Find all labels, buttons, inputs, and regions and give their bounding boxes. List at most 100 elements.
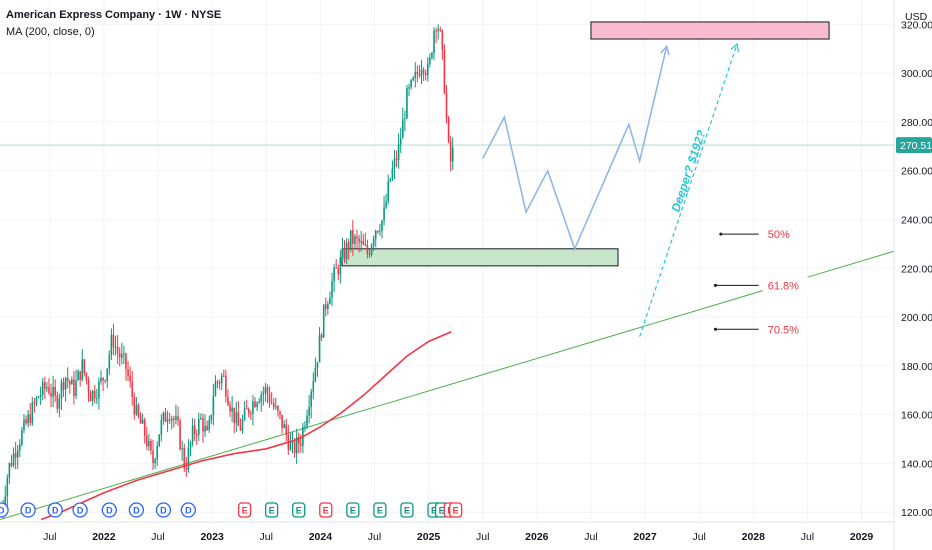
candle-body bbox=[66, 377, 69, 382]
candle-body bbox=[189, 442, 192, 448]
earnings-marker bbox=[237, 502, 252, 518]
candle-body bbox=[54, 387, 56, 396]
candle-body bbox=[79, 371, 81, 380]
fib-label: 61.8% bbox=[768, 280, 799, 292]
price-tick-label: 280.00 bbox=[901, 117, 932, 129]
event-marker-label: D bbox=[77, 506, 84, 516]
event-marker-label: E bbox=[242, 506, 248, 516]
candle-body bbox=[300, 443, 302, 446]
candle-body bbox=[91, 390, 94, 402]
fib-anchor bbox=[713, 327, 717, 331]
candle-body bbox=[339, 257, 342, 275]
candle-body bbox=[33, 402, 36, 404]
candle-body bbox=[331, 281, 333, 298]
candle-body bbox=[429, 57, 431, 64]
earnings-marker bbox=[292, 502, 306, 518]
supply-zone bbox=[590, 21, 830, 40]
price-tick-label: 320.00 bbox=[901, 19, 932, 31]
candle-body bbox=[137, 405, 140, 416]
candle-body bbox=[377, 231, 379, 233]
legend: American Express Company · 1W · NYSE MA … bbox=[6, 7, 221, 41]
candle-body bbox=[187, 447, 190, 470]
event-marker-label: E bbox=[377, 506, 383, 516]
candle-body bbox=[327, 304, 329, 310]
time-tick-label: 2025 bbox=[417, 531, 441, 543]
dividend-marker bbox=[180, 502, 196, 518]
candle-body bbox=[131, 381, 134, 398]
candle-body bbox=[385, 201, 387, 208]
current-price-label: 270.51 bbox=[900, 140, 932, 152]
candle-body bbox=[341, 248, 344, 258]
candle-body bbox=[362, 241, 365, 245]
dividend-marker bbox=[128, 502, 145, 518]
price-tick-label: 120.00 bbox=[901, 507, 932, 519]
candle-body bbox=[64, 377, 67, 390]
earnings-marker bbox=[265, 502, 279, 518]
candle-body bbox=[256, 402, 258, 408]
candle-body bbox=[352, 230, 354, 244]
candle-body bbox=[243, 408, 246, 420]
candle-body bbox=[12, 453, 15, 466]
candle-body bbox=[308, 406, 310, 416]
candle-body bbox=[37, 397, 40, 399]
candle-body bbox=[191, 425, 194, 443]
candle-body bbox=[260, 394, 263, 402]
candle-body bbox=[202, 418, 204, 432]
price-tick-label: 200.00 bbox=[901, 312, 932, 324]
candle-body bbox=[73, 379, 75, 397]
candle-body bbox=[272, 403, 275, 408]
candle-body bbox=[212, 395, 215, 416]
candle-body bbox=[433, 30, 435, 54]
candle-body bbox=[306, 415, 308, 427]
price-axis: 120.00 140.00 160.00 180.00 200.00 220.00 240.… bbox=[893, 0, 932, 550]
candle-body bbox=[310, 391, 313, 407]
candle-body bbox=[98, 381, 100, 399]
candle-body bbox=[283, 424, 285, 429]
candle-body bbox=[368, 253, 371, 255]
earnings-marker bbox=[346, 502, 360, 518]
candle-body bbox=[162, 412, 165, 420]
dividend-marker bbox=[72, 502, 88, 518]
candle-body bbox=[112, 334, 115, 348]
price-tick-label: 220.00 bbox=[901, 263, 932, 275]
candle-body bbox=[6, 477, 9, 497]
candle-body bbox=[270, 402, 273, 404]
candle-body bbox=[206, 425, 208, 430]
candle-body bbox=[333, 267, 335, 282]
dividend-marker bbox=[155, 502, 172, 518]
candle-body bbox=[349, 230, 352, 249]
candle-body bbox=[383, 207, 385, 221]
projection-path bbox=[482, 46, 668, 252]
earnings-marker bbox=[319, 502, 333, 518]
price-tick-label: 160.00 bbox=[901, 410, 932, 422]
fib-label-bg bbox=[762, 225, 794, 244]
candle-body bbox=[324, 304, 327, 310]
candle-body bbox=[83, 359, 86, 374]
candle-body bbox=[139, 415, 142, 424]
candle-body bbox=[154, 459, 156, 464]
candle-body bbox=[75, 380, 77, 397]
dividend-marker bbox=[0, 502, 9, 518]
event-marker-label: E bbox=[269, 506, 275, 516]
event-marker-label: D bbox=[185, 506, 192, 516]
candle-body bbox=[8, 463, 11, 478]
currency-label: USD bbox=[905, 11, 928, 23]
candle-body bbox=[200, 418, 202, 420]
candle-body bbox=[143, 419, 146, 436]
earnings-marker bbox=[400, 502, 414, 518]
candle-body bbox=[364, 244, 367, 246]
time-tick-label: 2028 bbox=[742, 531, 766, 543]
candle-body bbox=[121, 353, 123, 358]
time-tick-label: 2027 bbox=[633, 531, 657, 543]
candle-body bbox=[366, 245, 369, 254]
candle-body bbox=[145, 435, 148, 447]
candle-body bbox=[289, 442, 292, 450]
candle-body bbox=[354, 236, 356, 244]
candle-body bbox=[220, 375, 223, 384]
candle-body bbox=[231, 407, 233, 412]
candle-body bbox=[408, 87, 410, 89]
candle-body bbox=[25, 419, 27, 424]
dividend-marker bbox=[47, 502, 63, 518]
event-marker-label: D bbox=[160, 506, 167, 516]
